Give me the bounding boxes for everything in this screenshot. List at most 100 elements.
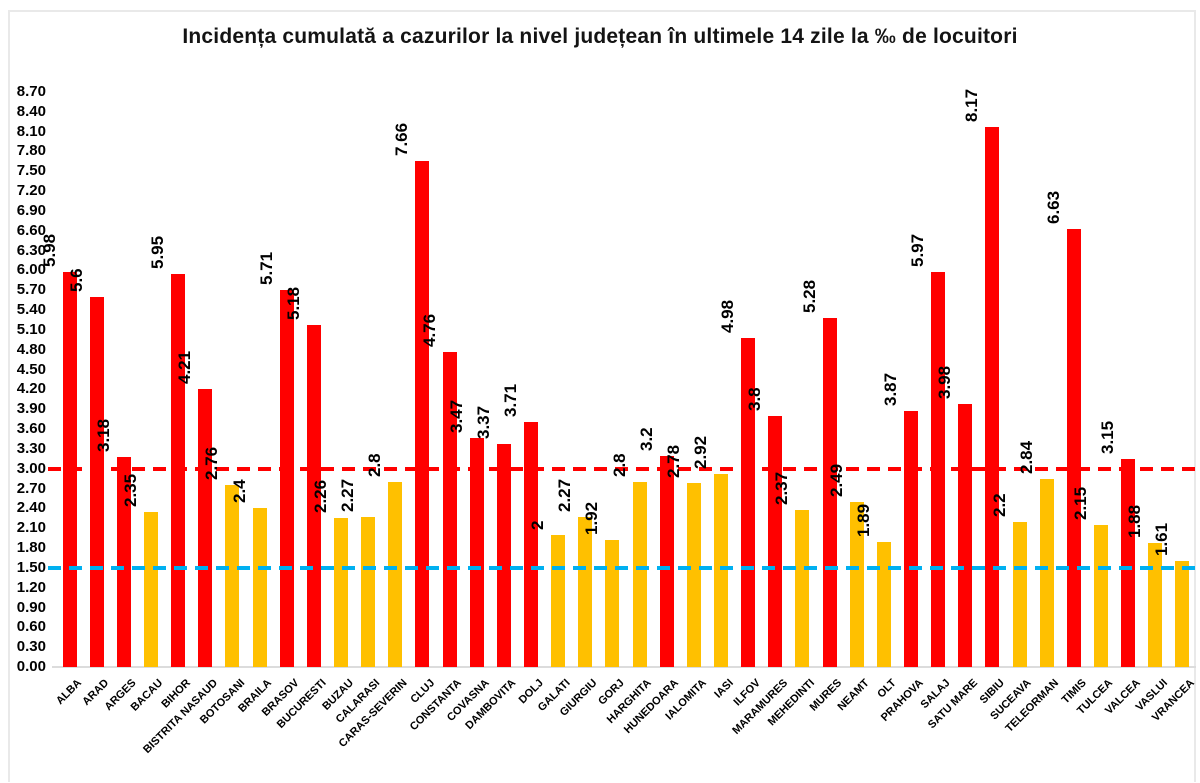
bar-value-label-tulcea: 2.15 bbox=[1071, 486, 1090, 520]
bar-value-label-braila: 2.4 bbox=[229, 479, 249, 504]
bar-value-label-arad: 5.6 bbox=[66, 268, 86, 292]
bar-olt bbox=[876, 542, 891, 667]
y-axis-tick-label: 4.20 bbox=[16, 380, 46, 398]
bar-mures bbox=[822, 318, 837, 667]
bar-value-label-caras-severin: 2.8 bbox=[365, 453, 385, 477]
bar-value-label-maramures: 3.8 bbox=[745, 387, 765, 411]
bar-teleorman bbox=[1039, 479, 1054, 667]
bar-dolj bbox=[524, 421, 538, 667]
y-axis-tick-label: 0.00 bbox=[16, 658, 46, 675]
bar-value-label-valcea: 3.15 bbox=[1098, 420, 1118, 454]
bar-sibiu bbox=[985, 127, 1000, 667]
bar-value-label-suceava: 2.2 bbox=[989, 492, 1009, 517]
bar-satu-mare bbox=[958, 403, 973, 667]
bar-value-label-olt: 1.89 bbox=[853, 503, 873, 538]
bar-value-label-cluj: 7.66 bbox=[392, 122, 412, 156]
y-axis-tick-label: 0.30 bbox=[16, 638, 46, 656]
bar-value-label-dolj: 3.71 bbox=[501, 383, 520, 417]
bar-value-label-vaslui: 1.88 bbox=[1125, 504, 1145, 538]
y-axis-tick-label: 0.90 bbox=[16, 598, 46, 616]
bar-caras-severin bbox=[388, 481, 403, 667]
bar-value-label-teleorman: 2.84 bbox=[1016, 441, 1036, 475]
y-axis-tick-label: 1.50 bbox=[16, 558, 46, 576]
y-axis-tick-label: 2.10 bbox=[16, 519, 46, 537]
bar-vrancea bbox=[1175, 560, 1190, 667]
bar-iasi bbox=[714, 474, 728, 667]
bar-value-label-calarasi: 2.27 bbox=[338, 478, 358, 512]
bar-botosani bbox=[225, 484, 240, 667]
bar-value-label-giurgiu: 2.27 bbox=[555, 478, 575, 512]
bar-value-label-bihor: 5.95 bbox=[148, 235, 168, 269]
x-axis-line bbox=[52, 666, 1196, 668]
bar-cluj bbox=[415, 160, 430, 667]
bar-timis bbox=[1066, 228, 1081, 667]
category-label-alba: ALBA bbox=[53, 677, 85, 708]
bar-bistrita-nasaud bbox=[198, 388, 213, 667]
bar-value-label-satu-mare: 3.98 bbox=[935, 365, 955, 399]
bar-buzau bbox=[334, 517, 348, 667]
bar-value-label-prahova: 3.87 bbox=[881, 373, 900, 407]
y-axis-tick-label: 8.40 bbox=[16, 102, 46, 120]
bar-constanta bbox=[442, 352, 457, 667]
y-axis-tick-label: 3.90 bbox=[16, 400, 46, 418]
y-axis-tick-label: 4.50 bbox=[16, 360, 46, 378]
bar-valcea bbox=[1121, 458, 1136, 667]
bar-bucuresti bbox=[306, 324, 321, 667]
bar-brasov bbox=[279, 289, 294, 667]
y-axis-tick-label: 7.20 bbox=[16, 182, 46, 200]
y-axis-tick-label: 2.70 bbox=[16, 479, 46, 497]
y-axis-tick-label: 1.80 bbox=[16, 539, 46, 557]
bar-value-label-arges: 3.18 bbox=[93, 418, 113, 452]
bar-arad bbox=[89, 296, 104, 667]
bar-value-label-bistrita-nasaud: 4.21 bbox=[175, 350, 195, 384]
bar-gorj bbox=[605, 540, 620, 667]
y-axis-tick-label: 3.60 bbox=[16, 420, 46, 438]
y-axis-tick-label: 5.10 bbox=[16, 320, 46, 338]
bar-maramures bbox=[768, 415, 783, 667]
bar-value-label-neamt: 2.49 bbox=[826, 464, 846, 498]
bar-value-label-galati: 2 bbox=[528, 520, 548, 530]
y-axis-tick-label: 6.00 bbox=[16, 261, 46, 279]
bar-mehedinti bbox=[795, 510, 810, 667]
bar-value-label-salaj: 5.97 bbox=[908, 234, 928, 268]
bar-value-label-mehedinti: 2.37 bbox=[772, 472, 792, 506]
bar-value-label-vrancea: 1.61 bbox=[1152, 522, 1172, 556]
bar-arges bbox=[116, 456, 131, 667]
bar-value-label-constanta: 4.76 bbox=[419, 314, 439, 348]
bar-value-label-bacau: 2.35 bbox=[121, 473, 140, 507]
bar-tulcea bbox=[1094, 524, 1108, 667]
y-axis-tick-label: 3.00 bbox=[16, 459, 46, 477]
y-axis-tick-label: 7.80 bbox=[16, 142, 46, 160]
bar-value-label-gorj: 1.92 bbox=[582, 502, 602, 536]
y-axis-tick-label: 5.40 bbox=[16, 301, 46, 319]
y-axis-tick-label: 6.90 bbox=[16, 201, 46, 219]
bar-value-label-dambovita: 3.37 bbox=[473, 406, 493, 440]
bar-bacau bbox=[144, 511, 158, 667]
y-axis-tick-label: 1.20 bbox=[16, 578, 46, 596]
bar-dambovita bbox=[496, 444, 511, 667]
bar-covasna bbox=[469, 437, 484, 667]
bar-braila bbox=[252, 508, 267, 667]
y-axis-tick-label: 5.70 bbox=[16, 281, 46, 299]
chart-title: Incidența cumulată a cazurilor la nivel … bbox=[182, 25, 1018, 48]
y-axis-tick-label: 8.10 bbox=[16, 122, 46, 140]
bar-suceava bbox=[1012, 521, 1027, 667]
y-axis-tick-label: 2.40 bbox=[16, 499, 46, 517]
bar-value-label-covasna: 3.47 bbox=[446, 399, 466, 433]
y-axis-tick-label: 7.50 bbox=[16, 162, 46, 180]
bar-harghita bbox=[632, 481, 647, 667]
y-axis-tick-label: 6.30 bbox=[16, 241, 46, 259]
bar-value-label-brasov: 5.71 bbox=[256, 251, 276, 285]
bar-hunedoara bbox=[659, 455, 674, 667]
bar-value-label-buzau: 2.26 bbox=[311, 479, 330, 513]
bar-vaslui bbox=[1148, 542, 1163, 667]
bar-value-label-hunedoara: 3.2 bbox=[636, 426, 656, 451]
y-axis-tick-label: 0.60 bbox=[16, 618, 46, 636]
bar-value-label-ialomita: 2.78 bbox=[663, 445, 683, 479]
bar-neamt bbox=[849, 502, 864, 667]
bar-value-label-mures: 5.28 bbox=[799, 279, 819, 314]
bar-value-label-alba: 5.98 bbox=[39, 233, 59, 267]
bar-giurgiu bbox=[578, 516, 593, 667]
bar-value-label-timis: 6.63 bbox=[1043, 190, 1063, 224]
